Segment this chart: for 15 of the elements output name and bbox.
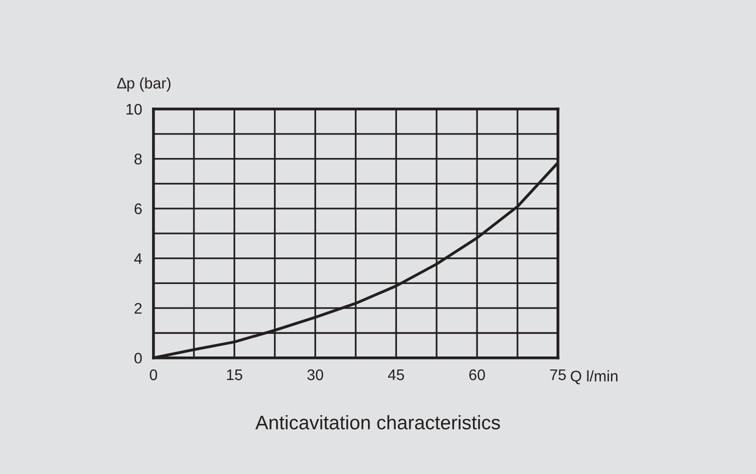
y-tick-label: 4 [134,253,142,264]
y-axis-title: ∆p (bar) [117,77,170,92]
y-tick-label: 8 [134,154,142,164]
y-tick-label: 0 [134,352,142,364]
y-tick-label: 6 [134,203,142,214]
x-tick-label: 45 [388,370,404,380]
text: Anticavitation characteristics [255,415,500,430]
x-tick-label: 0 [150,369,158,380]
x-tick-label: 75 [550,370,566,380]
y-tick-label: 10 [126,104,142,115]
x-tick-label: 60 [469,369,485,380]
x-tick-label: 15 [227,370,242,380]
x-tick-label: 30 [307,369,324,380]
y-tick-label: 2 [134,302,142,314]
x-axis-title: Q l/min [570,370,618,384]
